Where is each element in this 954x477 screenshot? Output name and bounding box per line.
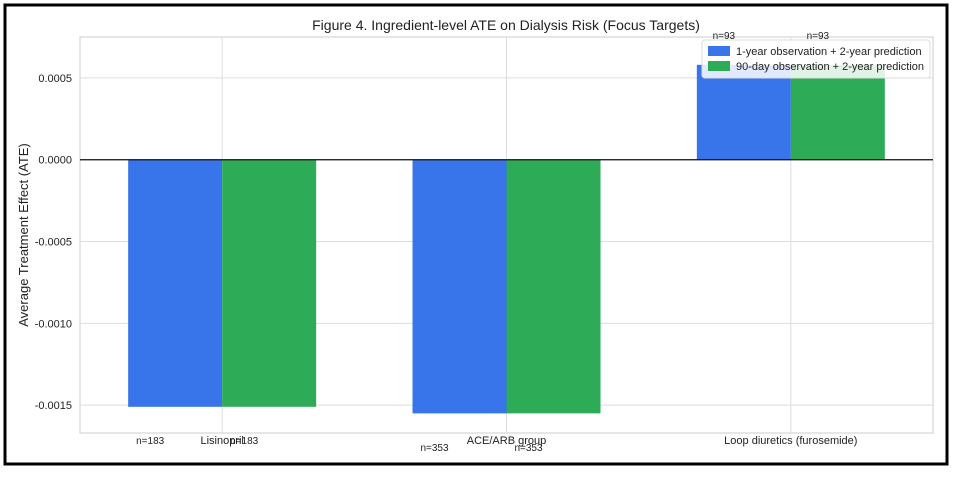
y-tick-labels: 0.0005 0.0000 -0.0005 -0.0010 -0.0015 [35,73,72,412]
x-tick-label: Lisinopril [200,435,243,447]
legend-swatch [708,46,730,56]
legend-box [701,39,931,79]
bar-2-2 [506,159,601,414]
count-labels: n=183 n=183 n=353 n=353 n=93 n=93 [136,31,829,454]
legend: 1-year observation + 2-year prediction 90… [701,39,931,79]
y-tick-label: 0.0005 [38,73,72,85]
legend-label: 90-day observation + 2-year prediction [736,61,924,73]
y-tick-label: -0.0015 [35,400,72,412]
bars [128,64,885,414]
chart-title: Figure 4. Ingredient-level ATE on Dialys… [312,17,700,33]
x-tick-labels: Lisinopril ACE/ARB group Loop diuretics (f… [200,435,857,447]
count-label: n=353 [420,443,449,454]
y-tick-label: 0.0000 [38,155,72,167]
bar-1-2 [412,159,507,414]
count-label: n=353 [514,443,543,454]
count-label: n=93 [807,31,830,42]
y-tick-label: -0.0010 [35,318,72,330]
count-label: n=93 [713,31,736,42]
bar-1-1 [128,159,223,407]
bar-2-1 [222,159,317,407]
bar-1-3 [696,64,791,160]
x-tick-label: Loop diuretics (furosemide) [724,435,857,447]
count-label: n=183 [230,436,259,447]
bar-2-3 [790,64,885,160]
y-axis-label: Average Treatment Effect (ATE) [16,143,31,327]
count-label: n=183 [136,436,165,447]
legend-label: 1-year observation + 2-year prediction [736,46,922,58]
legend-swatch [708,61,730,71]
y-tick-label: -0.0005 [35,237,72,249]
x-tick-label: ACE/ARB group [467,435,546,447]
